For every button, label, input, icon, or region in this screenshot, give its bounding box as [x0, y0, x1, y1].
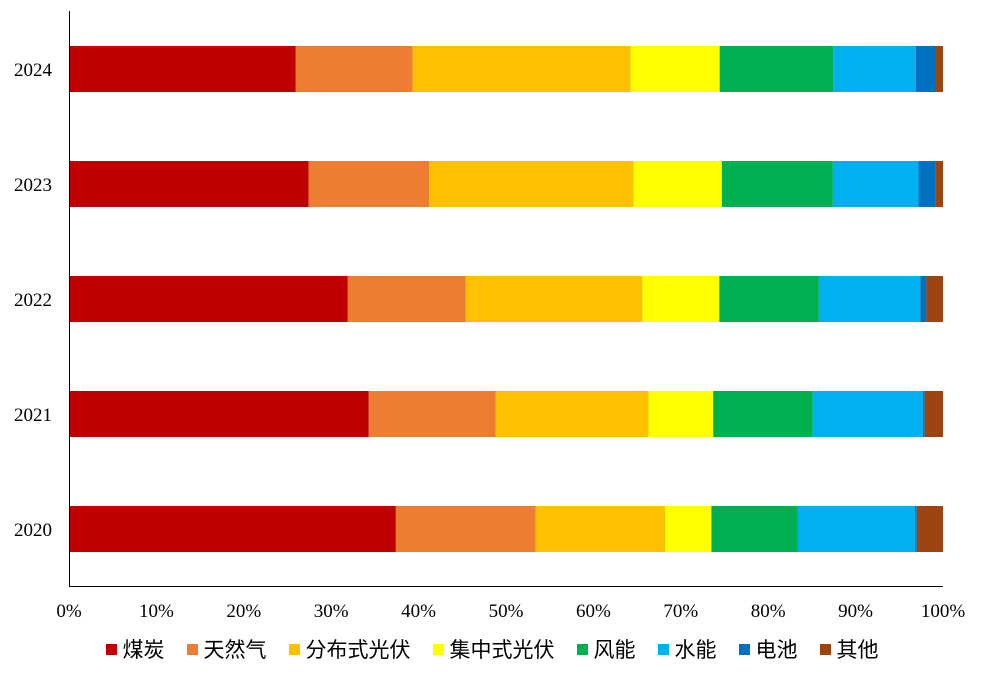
y-tick-label: 2024 [14, 60, 53, 81]
bar-segment-2023-7 [935, 161, 943, 207]
bar-segment-2020-0 [69, 506, 396, 552]
bar-segment-2020-3 [665, 506, 712, 552]
x-tick-label: 80% [751, 601, 786, 622]
y-tick-label: 2022 [14, 290, 52, 311]
bar-segment-2023-4 [721, 161, 833, 207]
legend-label: 集中式光伏 [449, 638, 555, 662]
bar-segment-2024-6 [915, 46, 937, 92]
x-tick-labels: 0% 10% 20% 30% 40% 50% 60% 70% 80% 90% 100% [56, 601, 965, 622]
legend-swatch [186, 643, 198, 655]
bar-segment-2020-6 [915, 506, 917, 552]
legend-swatch [657, 643, 669, 655]
bar-segment-2020-4 [711, 506, 798, 552]
legend-item-3: 集中式光伏 [432, 634, 555, 664]
bar-segment-2020-7 [916, 506, 943, 552]
bar-segment-2021-3 [648, 391, 714, 437]
y-tick-label: 2020 [14, 520, 52, 541]
bars-layer [69, 46, 943, 552]
x-tick-label: 70% [663, 601, 698, 622]
y-tick-label: 2021 [14, 405, 52, 426]
bar-segment-2023-6 [918, 161, 936, 207]
bar-segment-2023-3 [633, 161, 722, 207]
bar-segment-2021-5 [812, 391, 923, 437]
x-tick-label: 0% [56, 601, 82, 622]
bar-segment-2022-6 [920, 276, 927, 322]
bar-segment-2024-3 [630, 46, 720, 92]
legend-swatch [738, 643, 750, 655]
bar-segment-2020-5 [797, 506, 916, 552]
bar-segment-2022-4 [719, 276, 819, 322]
legend-label: 分布式光伏 [305, 638, 411, 662]
legend-swatch [576, 643, 588, 655]
bar-segment-2023-1 [308, 161, 430, 207]
legend-item-5: 水能 [657, 634, 717, 664]
bar-segment-2022-1 [347, 276, 466, 322]
bar-segment-2021-0 [69, 391, 369, 437]
bar-segment-2024-0 [69, 46, 296, 92]
legend-label: 风能 [593, 638, 636, 662]
legend-label: 天然气 [203, 638, 267, 662]
bar-segment-2021-2 [495, 391, 649, 437]
x-tick-label: 40% [401, 601, 436, 622]
legend-item-4: 风能 [576, 634, 636, 664]
legend-item-6: 电池 [738, 634, 798, 664]
legend-item-7: 其他 [819, 634, 879, 664]
x-tick-label: 60% [576, 601, 611, 622]
bar-segment-2023-2 [429, 161, 634, 207]
bar-segment-2024-7 [936, 46, 943, 92]
legend-item-2: 分布式光伏 [288, 634, 411, 664]
x-tick-label: 90% [838, 601, 873, 622]
legend-swatch [105, 643, 117, 655]
legend-label: 电池 [755, 638, 798, 662]
legend: 煤炭 天然气 分布式光伏 集中式光伏 风能 水能 电池 其他 [0, 632, 984, 666]
bar-segment-2024-2 [412, 46, 631, 92]
chart-svg: 2024 2023 2022 2021 2020 0% 10% 20% 30% 40% 50% 60… [14, 11, 965, 622]
x-tick-label: 50% [489, 601, 524, 622]
y-tick-label: 2023 [14, 175, 52, 196]
bar-segment-2023-0 [69, 161, 309, 207]
legend-label: 其他 [836, 638, 879, 662]
legend-label: 水能 [674, 638, 717, 662]
bar-segment-2024-1 [295, 46, 413, 92]
x-tick-label: 100% [921, 601, 966, 622]
bar-segment-2022-0 [69, 276, 348, 322]
legend-swatch [819, 643, 831, 655]
legend-label: 煤炭 [122, 638, 165, 662]
x-tick-label: 10% [139, 601, 174, 622]
bar-segment-2021-6 [922, 391, 925, 437]
bar-segment-2020-1 [395, 506, 536, 552]
bar-segment-2022-2 [465, 276, 643, 322]
legend-item-1: 天然气 [186, 634, 267, 664]
bar-segment-2020-2 [535, 506, 666, 552]
bar-segment-2022-5 [818, 276, 921, 322]
x-tick-label: 30% [314, 601, 349, 622]
bar-segment-2021-4 [713, 391, 813, 437]
legend-swatch [288, 643, 300, 655]
bar-segment-2022-3 [642, 276, 720, 322]
x-tick-label: 20% [226, 601, 261, 622]
bar-segment-2024-4 [719, 46, 834, 92]
legend-item-0: 煤炭 [105, 634, 165, 664]
bar-segment-2021-1 [368, 391, 496, 437]
bar-segment-2021-7 [924, 391, 943, 437]
bar-segment-2023-5 [832, 161, 919, 207]
y-tick-labels: 2024 2023 2022 2021 2020 [14, 60, 53, 541]
legend-swatch [432, 643, 444, 655]
bar-segment-2022-7 [926, 276, 943, 322]
bar-segment-2024-5 [833, 46, 916, 92]
